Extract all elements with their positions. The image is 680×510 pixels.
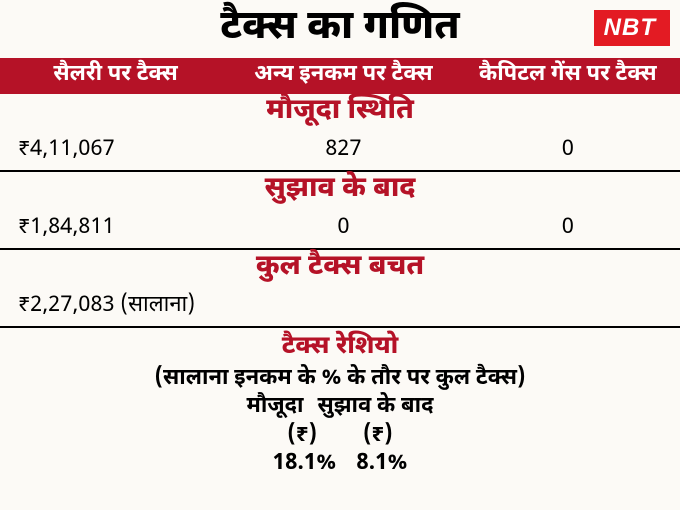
section-after: सुझाव के बाद [0,172,680,210]
ratio-sym-current: (₹) [287,422,317,451]
table-header-row: सैलरी पर टैक्स अन्य इनकम पर टैक्स कैपिटल… [0,58,680,94]
ratio-val-current: 18.1% [273,450,337,479]
current-salary-tax: ₹4,11,067 [0,135,231,164]
title-bar: टैक्स का गणित NBT [0,0,680,58]
current-capgains-tax: 0 [456,135,680,164]
header-salary-tax: सैलरी पर टैक्स [0,62,231,88]
page-title: टैक्स का गणित [220,3,459,55]
ratio-val-after: 8.1% [356,450,407,479]
ratio-values-row: 18.1% 8.1% [0,450,680,479]
section-current: मौजूदा स्थिति [0,94,680,132]
savings-value: ₹2,27,083 (सालाना) [0,287,680,326]
section-savings: कुल टैक्स बचत [0,250,680,288]
ratio-subtitle: (सालाना इनकम के % के तौर पर कुल टैक्स) [0,365,680,394]
ratio-currency-row: (₹) (₹) [0,422,680,451]
after-other-tax: 0 [231,213,455,242]
after-salary-tax: ₹1,84,811 [0,213,231,242]
ratio-sym-after: (₹) [363,422,393,451]
row-after: ₹1,84,811 0 0 [0,210,680,248]
row-current: ₹4,11,067 827 0 [0,132,680,170]
logo-badge: NBT [594,10,670,46]
ratio-column-labels: मौजूदा सुझाव के बाद [0,393,680,422]
after-capgains-tax: 0 [456,213,680,242]
current-other-tax: 827 [231,135,455,164]
ratio-title: टैक्स रेशियो [0,332,680,365]
header-capital-gains-tax: कैपिटल गेंस पर टैक्स [456,62,680,88]
header-other-income-tax: अन्य इनकम पर टैक्स [231,62,455,88]
ratio-col-after: सुझाव के बाद [317,393,433,422]
ratio-block: टैक्स रेशियो (सालाना इनकम के % के तौर पर… [0,328,680,479]
ratio-col-current: मौजूदा [247,393,304,422]
